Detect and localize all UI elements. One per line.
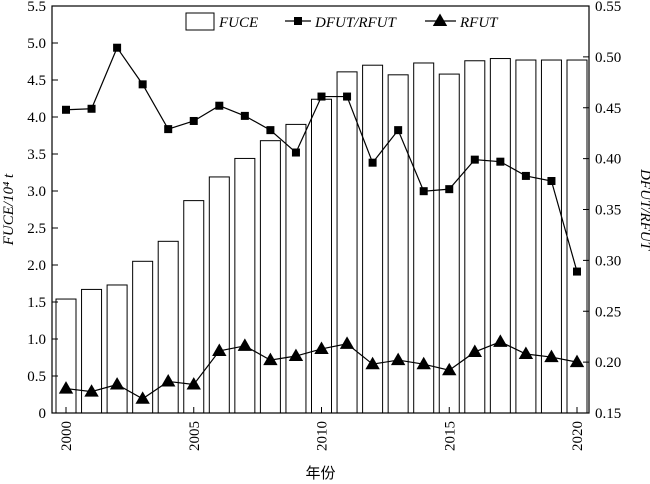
dfut-rfut-point <box>164 125 173 134</box>
x-tick-label: 2010 <box>315 421 331 451</box>
dfut-rfut-point <box>266 126 275 135</box>
dfut-rfut-point <box>445 185 454 194</box>
x-tick-label: 2000 <box>59 421 75 451</box>
y-right-tick-label: 0.25 <box>595 304 621 320</box>
rfut-point <box>390 352 406 366</box>
rfut-point <box>237 338 253 351</box>
y-left-tick-label: 4.5 <box>27 73 46 89</box>
dfut-rfut-point <box>87 104 96 113</box>
fuce-bar <box>489 58 511 414</box>
y-right-tick-label: 0.30 <box>595 253 621 269</box>
y-left-tick-label: 5.5 <box>27 0 46 15</box>
y-left-tick-label: 0 <box>39 406 47 422</box>
rfut-point <box>569 354 585 368</box>
y-left-tick-label: 1.0 <box>27 332 46 348</box>
dfut-rfut-point <box>496 157 505 166</box>
rfut-point <box>544 349 559 363</box>
y-right-tick-label: 0.20 <box>595 355 621 371</box>
y-right-tick-label: 0.55 <box>595 0 621 15</box>
y-left-tick-label: 3.5 <box>27 147 46 163</box>
x-tick-label: 2015 <box>442 421 458 451</box>
y-left-tick-label: 4.0 <box>27 110 46 126</box>
y-right-tick-label: 0.40 <box>595 152 621 168</box>
y-right-tick-label: 0.35 <box>595 203 621 219</box>
y-left-tick-label: 2.0 <box>27 258 46 274</box>
fuce-bar <box>234 157 256 414</box>
y-left-tick-label: 5.0 <box>27 36 46 52</box>
dfut-rfut-point <box>470 155 479 164</box>
fuce-bar <box>157 240 179 414</box>
legend-rfut-label: RFUT <box>459 15 499 31</box>
dfut-rfut-point <box>317 92 326 101</box>
axes: 0 0.5 1.0 1.5 2.0 2.5 3.0 3.5 4.0 4.5 5.0 5.5 0.15 0.… <box>27 0 621 451</box>
legend: FUCE DFUT/RFUT RFUT <box>185 12 499 31</box>
rfut-point <box>467 344 482 357</box>
fuce-bar <box>515 59 537 414</box>
dfut-rfut-point <box>343 92 352 101</box>
y-axis-left-title: FUCE/10⁴ t <box>1 173 17 246</box>
rfut-point <box>135 391 150 404</box>
fuce-bar <box>132 260 154 414</box>
y-axis-right-title: DFUT/RFUT <box>637 168 650 251</box>
rfut-point <box>416 356 431 370</box>
fuce-bar <box>285 123 307 414</box>
rfut-point <box>58 381 74 394</box>
y-left-tick-label: 1.5 <box>27 295 46 311</box>
rfut-point <box>314 341 329 354</box>
legend-dfut-rfut-label: DFUT/RFUT <box>314 15 397 31</box>
y-right-tick-label: 0.50 <box>595 50 621 66</box>
fuce-bar <box>55 298 77 414</box>
dfut-rfut-point <box>573 267 581 276</box>
dfut-rfut-point <box>113 43 122 52</box>
dfut-rfut-point <box>189 116 198 125</box>
fuce-bar <box>311 98 332 414</box>
dfut-rfut-point <box>138 80 147 89</box>
dfut-rfut-point <box>521 171 530 180</box>
fuce-bar <box>438 73 460 414</box>
rfut-point <box>212 343 227 356</box>
legend-fuce-swatch <box>185 12 215 31</box>
fuce-bar <box>259 140 281 414</box>
rfut-point <box>339 336 355 349</box>
legend-dfut-rfut-marker <box>294 17 302 25</box>
rfut-point <box>365 356 380 370</box>
fuce-bar <box>106 284 128 414</box>
dfut-rfut-series <box>62 43 581 276</box>
rfut-point <box>442 362 457 376</box>
x-tick-label: 2020 <box>570 421 586 451</box>
rfut-point <box>288 348 304 362</box>
dfut-rfut-point <box>240 111 249 120</box>
y-left-tick-label: 2.5 <box>27 221 46 237</box>
rfut-point <box>161 374 176 387</box>
dfut-rfut-point <box>368 158 377 167</box>
rfut-point <box>84 384 99 397</box>
rfut-point <box>493 334 508 347</box>
y-left-tick-label: 3.0 <box>27 184 46 200</box>
fuce-bars <box>55 58 588 414</box>
rfut-point <box>518 346 534 360</box>
legend-rfut-marker <box>432 13 448 27</box>
fuce-bar <box>336 71 358 414</box>
rfut-point <box>186 377 201 390</box>
dfut-rfut-point <box>547 177 556 186</box>
dfut-rfut-point <box>291 148 300 157</box>
y-right-tick-label: 0.45 <box>595 101 621 117</box>
fuce-bar <box>208 176 230 414</box>
dfut-rfut-point <box>215 101 224 110</box>
rfut-point <box>109 377 125 390</box>
dfut-rfut-point <box>419 187 428 196</box>
line-series <box>58 43 585 404</box>
dfut-rfut-point <box>62 105 70 114</box>
x-tick-label: 2005 <box>187 421 203 451</box>
legend-fuce-label: FUCE <box>218 15 258 31</box>
rfut-series <box>58 334 585 404</box>
dfut-rfut-point <box>394 126 403 135</box>
y-right-tick-label: 0.15 <box>595 406 621 422</box>
fuce-bar <box>464 60 486 414</box>
y-left-tick-label: 0.5 <box>27 369 46 385</box>
x-axis-title: 年份 <box>305 465 335 482</box>
rfut-point <box>263 352 278 366</box>
